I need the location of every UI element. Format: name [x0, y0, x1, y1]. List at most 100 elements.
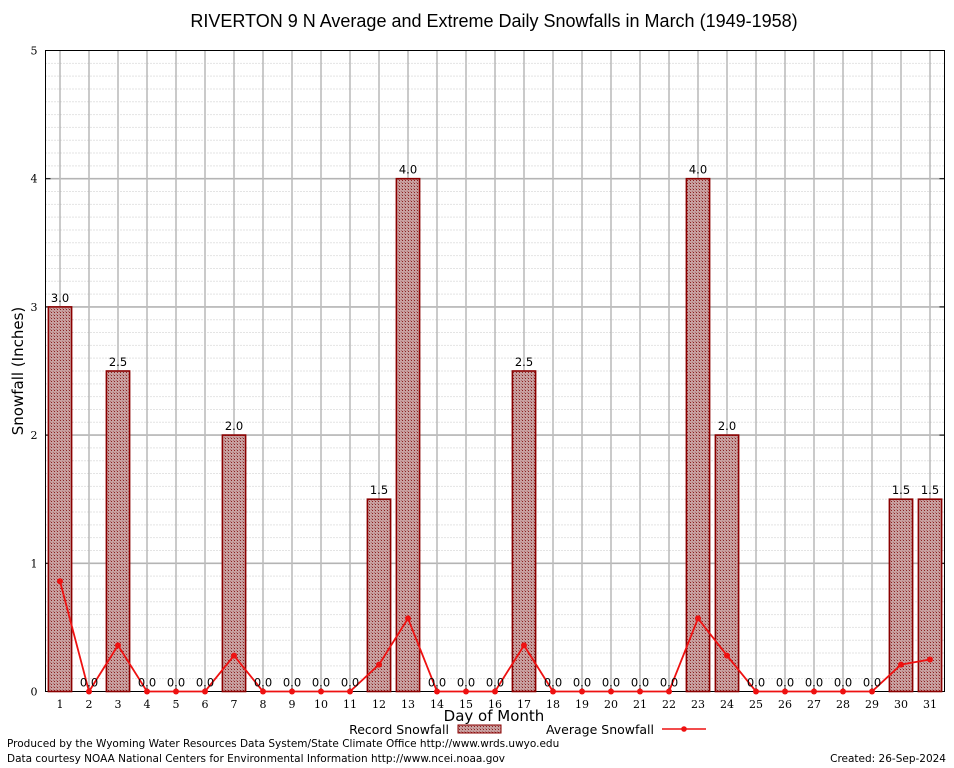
- average-point: [115, 642, 121, 649]
- average-point: [318, 688, 324, 695]
- bar-value-label: 1.5: [370, 483, 388, 497]
- bar-value-label: 0.0: [602, 676, 620, 690]
- average-point: [724, 652, 730, 659]
- x-tick-label: 31: [923, 698, 937, 711]
- y-tick-label: 5: [31, 45, 38, 58]
- average-point: [579, 688, 585, 695]
- record-bars: [47, 177, 943, 693]
- average-point: [608, 688, 614, 695]
- x-tick-label: 29: [865, 698, 879, 711]
- x-tick-label: 10: [314, 698, 328, 711]
- x-tick-label: 5: [173, 698, 180, 711]
- y-axis-label: Snowfall (Inches): [9, 307, 27, 435]
- average-point: [289, 688, 295, 695]
- x-tick-label: 23: [691, 698, 705, 711]
- bar-value-label: 0.0: [138, 676, 156, 690]
- bar-value-label: 2.5: [515, 355, 533, 369]
- x-axis-label: Day of Month: [444, 707, 545, 725]
- x-tick-label: 6: [202, 698, 209, 711]
- bar-value-label: 2.0: [718, 419, 736, 433]
- x-tick-label: 1: [57, 698, 64, 711]
- average-point: [57, 578, 63, 585]
- legend: Record Snowfall Average Snowfall: [349, 722, 706, 737]
- x-tick-label: 19: [575, 698, 589, 711]
- record-bar: [221, 434, 247, 693]
- x-tick-label: 4: [144, 698, 151, 711]
- x-tick-label: 14: [430, 698, 444, 711]
- y-tick-label: 2: [31, 429, 38, 442]
- grid-lines: [45, 50, 945, 692]
- x-tick-label: 28: [836, 698, 850, 711]
- average-point: [231, 652, 237, 659]
- footer-created: Created: 26-Sep-2024: [830, 753, 946, 765]
- x-tick-label: 13: [401, 698, 415, 711]
- average-point: [521, 642, 527, 649]
- bar-value-label: 0.0: [486, 676, 504, 690]
- bar-value-label: 0.0: [573, 676, 591, 690]
- average-point: [347, 688, 353, 695]
- x-tick-label: 16: [488, 698, 502, 711]
- bar-value-label: 2.0: [225, 419, 243, 433]
- x-tick-label: 30: [894, 698, 908, 711]
- average-point: [144, 688, 150, 695]
- record-bar: [47, 306, 73, 693]
- record-bar: [366, 498, 392, 693]
- x-tick-label: 24: [720, 698, 734, 711]
- bar-value-label: 0.0: [341, 676, 359, 690]
- average-point: [405, 615, 411, 622]
- bar-value-label: 3.0: [51, 291, 69, 305]
- average-point: [260, 688, 266, 695]
- legend-swatch-record: [457, 724, 502, 734]
- bar-value-label: 0.0: [80, 676, 98, 690]
- y-tick-label: 4: [31, 173, 38, 186]
- record-bar: [511, 370, 537, 693]
- average-point: [840, 688, 846, 695]
- chart-title: RIVERTON 9 N Average and Extreme Daily S…: [190, 11, 797, 31]
- average-point: [202, 688, 208, 695]
- average-point: [753, 688, 759, 695]
- bar-value-label: 0.0: [747, 676, 765, 690]
- average-point: [869, 688, 875, 695]
- bar-value-label: 0.0: [283, 676, 301, 690]
- bar-value-label: 0.0: [863, 676, 881, 690]
- average-point: [173, 688, 179, 695]
- y-tick-label: 0: [31, 686, 38, 699]
- bar-value-label: 0.0: [805, 676, 823, 690]
- x-tick-label: 2: [86, 698, 93, 711]
- average-point: [695, 615, 701, 622]
- average-point: [927, 656, 933, 663]
- x-tick-label: 11: [343, 698, 357, 711]
- record-bar: [685, 177, 711, 693]
- x-tick-label: 3: [115, 698, 122, 711]
- record-bar: [917, 498, 943, 693]
- x-tick-label: 21: [633, 698, 647, 711]
- data-labels: 3.0 0.0 2.5 0.0 0.0 0.0 2.0 0.0 0.0 0.0 0.0 1.5 4.0 0…: [51, 163, 939, 690]
- average-point: [666, 688, 672, 695]
- average-point: [86, 688, 92, 695]
- bar-value-label: 1.5: [921, 483, 939, 497]
- footer-courtesy: Data courtesy NOAA National Centers for …: [7, 753, 506, 765]
- average-line: [57, 578, 933, 695]
- record-bar: [105, 370, 131, 693]
- record-bar: [888, 498, 914, 693]
- footer-produced-by: Produced by the Wyoming Water Resources …: [7, 738, 560, 750]
- average-point: [434, 688, 440, 695]
- record-bar: [395, 177, 421, 693]
- average-point: [811, 688, 817, 695]
- bar-value-label: 0.0: [312, 676, 330, 690]
- average-point: [550, 688, 556, 695]
- average-point: [492, 688, 498, 695]
- bar-value-label: 1.5: [892, 483, 910, 497]
- legend-swatch-average-marker: [681, 726, 687, 732]
- average-point: [782, 688, 788, 695]
- bar-value-label: 0.0: [776, 676, 794, 690]
- x-tick-label: 20: [604, 698, 618, 711]
- x-tick-label: 12: [372, 698, 386, 711]
- average-point: [637, 688, 643, 695]
- x-tick-label: 25: [749, 698, 763, 711]
- bar-value-label: 0.0: [544, 676, 562, 690]
- average-point: [376, 661, 382, 668]
- x-tick-label: 26: [778, 698, 792, 711]
